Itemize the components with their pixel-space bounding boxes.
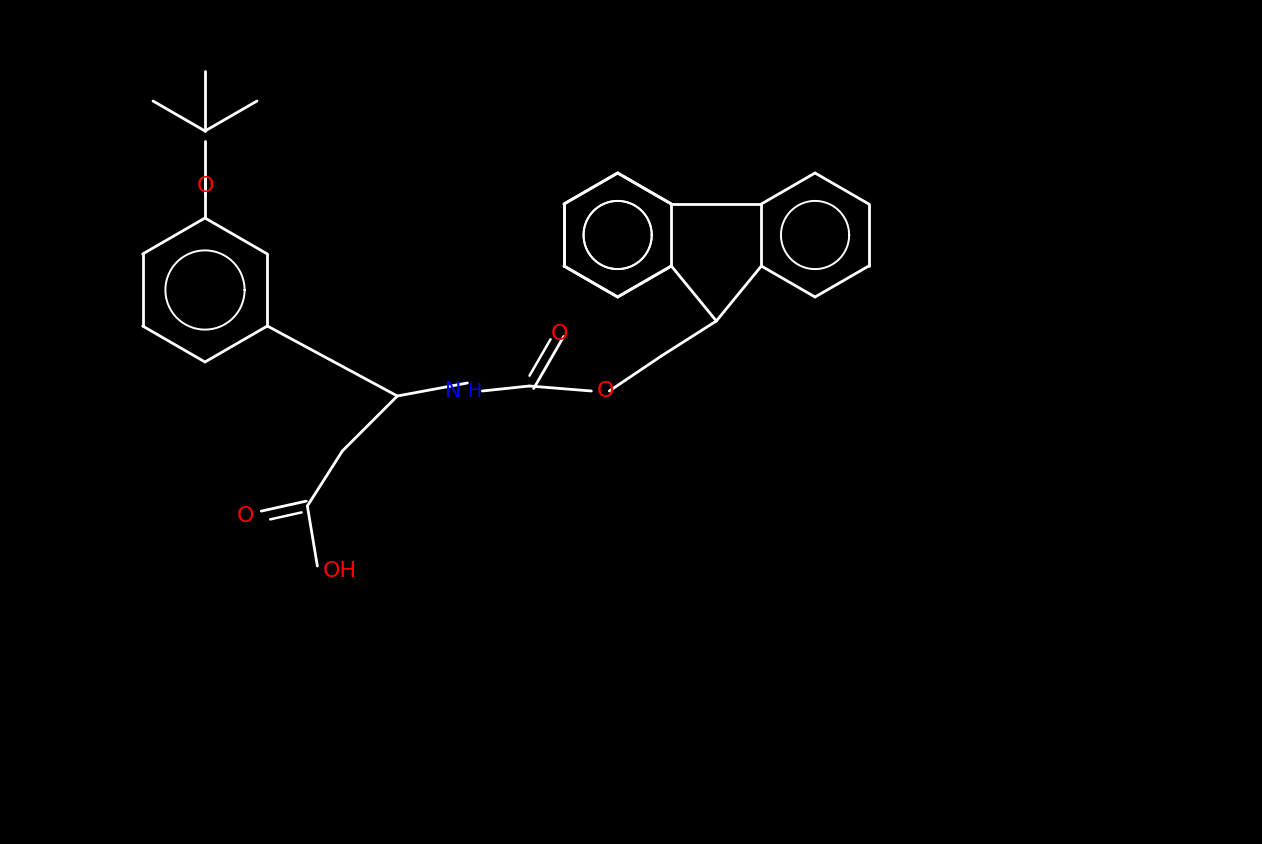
Text: O: O: [597, 381, 613, 401]
Text: N: N: [445, 381, 462, 401]
Text: H: H: [467, 381, 482, 401]
Text: O: O: [237, 506, 255, 526]
Text: OH: OH: [322, 561, 356, 581]
Text: O: O: [550, 324, 568, 344]
Text: O: O: [197, 176, 213, 196]
